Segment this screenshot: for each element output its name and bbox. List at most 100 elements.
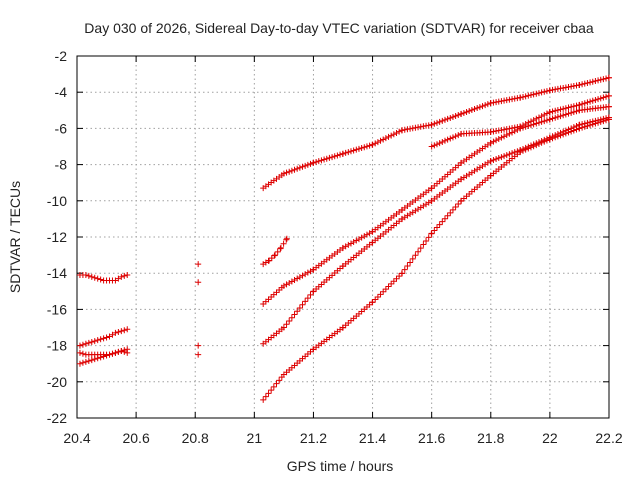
- tick-marks: [76, 55, 610, 419]
- point-top: [439, 117, 446, 124]
- point-mid-upper: [557, 106, 564, 113]
- point-early-d: [85, 357, 92, 364]
- point-top: [369, 141, 376, 148]
- point-lower-sweep: [396, 273, 403, 280]
- point-upper-sweep: [506, 130, 513, 137]
- point-top: [358, 145, 365, 152]
- point-lower-sweep: [549, 135, 556, 142]
- point-mid-upper: [603, 93, 610, 100]
- point-lower-sweep: [600, 118, 607, 125]
- point-lower-sweep: [595, 119, 602, 126]
- point-top: [363, 143, 370, 150]
- point-mid-upper: [560, 105, 567, 112]
- point-upper-sweep: [541, 118, 548, 125]
- point-mid-upper: [538, 113, 545, 120]
- point-mid-upper: [452, 133, 459, 140]
- point-lower-sweep: [401, 266, 408, 273]
- point-early-d: [88, 357, 95, 364]
- point-top: [581, 80, 588, 87]
- point-isolated: [195, 351, 202, 358]
- point-top: [380, 136, 387, 143]
- point-mid-upper: [595, 96, 602, 103]
- point-top: [299, 163, 306, 170]
- point-early-b: [94, 337, 101, 344]
- point-lower-sweep: [562, 130, 569, 137]
- plot-frame: [76, 55, 610, 419]
- point-top: [482, 102, 489, 109]
- point-middle-sweep: [498, 154, 505, 161]
- point-upper-sweep: [535, 119, 542, 126]
- point-early-d: [124, 346, 131, 353]
- point-lower-sweep: [557, 132, 564, 139]
- point-mid-upper: [449, 134, 456, 141]
- point-mid-upper: [568, 103, 575, 110]
- point-mid-upper: [597, 95, 604, 102]
- point-mid-upper: [565, 104, 572, 111]
- point-early-d: [94, 355, 101, 362]
- y-tick-label: -2: [55, 48, 68, 64]
- point-upper-sweep: [493, 137, 500, 144]
- point-upper-sweep: [342, 243, 349, 250]
- point-short: [283, 236, 290, 243]
- point-top: [436, 118, 443, 125]
- point-lower-sweep: [441, 215, 448, 222]
- point-lower-sweep: [436, 221, 443, 228]
- point-isolated: [195, 279, 202, 286]
- point-middle-sweep: [493, 156, 500, 163]
- point-top: [460, 109, 467, 116]
- point-middle-sweep: [501, 153, 508, 160]
- point-top: [342, 149, 349, 156]
- point-top: [597, 76, 604, 83]
- point-upper-sweep: [525, 122, 532, 129]
- point-lower-sweep: [444, 212, 451, 219]
- point-mid-upper: [455, 132, 462, 139]
- point-middle-sweep: [299, 301, 306, 308]
- point-middle-sweep: [286, 317, 293, 324]
- point-mid-upper: [587, 98, 594, 105]
- point-early-d: [82, 358, 89, 365]
- point-early-a: [94, 275, 101, 282]
- point-early-a: [124, 272, 131, 279]
- point-lower-sweep: [412, 252, 419, 259]
- point-upper-sweep: [487, 139, 494, 146]
- x-tick-label: 21: [247, 430, 263, 446]
- point-lower-sweep: [399, 270, 406, 277]
- point-short: [271, 252, 278, 259]
- point-early-b: [79, 341, 86, 348]
- point-upper-sweep: [498, 134, 505, 141]
- y-axis-label: SDTVAR / TECUs: [7, 181, 23, 293]
- point-early-c: [76, 349, 83, 356]
- x-tick-label: 22: [542, 430, 558, 446]
- point-lower-sweep: [447, 209, 454, 216]
- point-lower-sweep: [260, 396, 267, 403]
- point-top: [525, 92, 532, 99]
- point-top: [345, 149, 352, 156]
- point-early-d: [109, 350, 116, 357]
- y-tick-label: -18: [47, 338, 67, 354]
- point-short: [283, 235, 290, 242]
- y-tick-label: -4: [55, 84, 68, 100]
- point-lower-sweep: [369, 299, 376, 306]
- point-early-d: [121, 347, 128, 354]
- point-top: [307, 160, 314, 167]
- point-early-b: [118, 328, 125, 335]
- point-top: [396, 128, 403, 135]
- point-top: [522, 93, 529, 100]
- point-early-d: [91, 356, 98, 363]
- point-mid-upper: [589, 97, 596, 104]
- point-lower-sweep: [587, 122, 594, 129]
- point-mid-upper: [573, 102, 580, 109]
- point-lower-sweep: [385, 283, 392, 290]
- point-early-b: [97, 336, 104, 343]
- point-top: [302, 162, 309, 169]
- point-upper-sweep: [350, 238, 357, 245]
- point-early-a: [97, 276, 104, 283]
- point-early-a: [85, 272, 92, 279]
- point-lower-sweep: [404, 263, 411, 270]
- x-tick-label: 21.2: [300, 430, 327, 446]
- point-mid-upper: [600, 94, 607, 101]
- point-lower-sweep: [268, 387, 275, 394]
- point-lower-sweep: [428, 230, 435, 237]
- x-tick-label: 21.8: [477, 430, 504, 446]
